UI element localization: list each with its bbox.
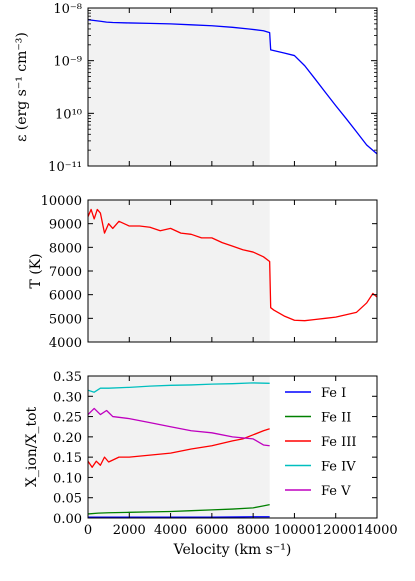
y-tick-label: 10⁻¹¹ xyxy=(48,160,82,175)
x-axis-label: Velocity (km s⁻¹) xyxy=(173,542,292,558)
series-group xyxy=(88,208,377,322)
legend-label: Fe III xyxy=(321,435,357,450)
legend-label: Fe V xyxy=(321,484,351,499)
series-line-fe-iv xyxy=(88,382,270,393)
x-tick-label: 12000 xyxy=(315,523,356,538)
x-tick-label: 8000 xyxy=(237,523,270,538)
y-tick-label: 10⁻⁸ xyxy=(53,2,82,17)
series-line-fe-v xyxy=(88,407,270,447)
y-tick-label: 10¹⁰ xyxy=(55,107,82,122)
axes-frame xyxy=(87,375,378,519)
series-line-fe-iii xyxy=(88,428,270,468)
x-tick-label: 14000 xyxy=(356,523,397,538)
axes-frame xyxy=(87,7,378,167)
x-tick-label: 4000 xyxy=(154,523,187,538)
x-tick-label: 0 xyxy=(84,523,92,538)
y-tick-label: 7000 xyxy=(49,265,82,280)
shaded-region xyxy=(88,376,270,518)
y-tick-label: 10⁻⁹ xyxy=(53,55,82,70)
y-axis-label: X_ion/X_tot xyxy=(24,407,40,488)
y-tick-label: 0.10 xyxy=(53,471,82,486)
series-group xyxy=(88,19,377,155)
y-tick-label: 6000 xyxy=(49,289,82,304)
y-tick-label: 9000 xyxy=(49,218,82,233)
shaded-region xyxy=(88,200,270,342)
x-tick-label: 10000 xyxy=(274,523,315,538)
panel-ionization: 0 2000 4000 6000 8000 10000 12000 14000 0.00 0.05… xyxy=(24,370,398,558)
legend-label: Fe I xyxy=(321,386,346,401)
y-tick-label: 0.25 xyxy=(53,411,82,426)
y-tick-label: 5000 xyxy=(49,312,82,327)
y-tick-label: 0.05 xyxy=(53,492,82,507)
y-axis-label: ε (erg s⁻¹ cm⁻³) xyxy=(14,32,30,142)
y-tick-label: 0.30 xyxy=(53,390,82,405)
y-axis-label: T (K) xyxy=(28,253,44,288)
legend: Fe I Fe II Fe III Fe IV Fe V xyxy=(285,386,357,499)
y-tick-label: 8000 xyxy=(49,241,82,256)
x-tick-label: 2000 xyxy=(113,523,146,538)
panel-emissivity: 10⁻⁸ 10⁻⁹ 10¹⁰ 10⁻¹¹ ε (erg s⁻¹ cm⁻³) xyxy=(14,2,378,175)
y-tick-label: 4000 xyxy=(49,336,82,351)
series-line-fe-ii xyxy=(88,503,270,515)
y-tick-label: 0.20 xyxy=(53,431,82,446)
series-line-temperature xyxy=(88,208,377,322)
series-line-emissivity xyxy=(88,19,377,155)
y-tick-label: 0.00 xyxy=(53,512,82,527)
y-tick-label: 10000 xyxy=(41,194,82,209)
legend-label: Fe II xyxy=(321,411,351,426)
x-tick-label: 6000 xyxy=(195,523,228,538)
y-tick-label: 0.35 xyxy=(53,370,82,385)
y-tick-label: 0.15 xyxy=(53,451,82,466)
shaded-region xyxy=(88,8,270,166)
legend-label: Fe IV xyxy=(321,460,356,475)
panel-temperature: 4000 5000 6000 7000 8000 9000 10000 T (K) xyxy=(28,194,378,351)
